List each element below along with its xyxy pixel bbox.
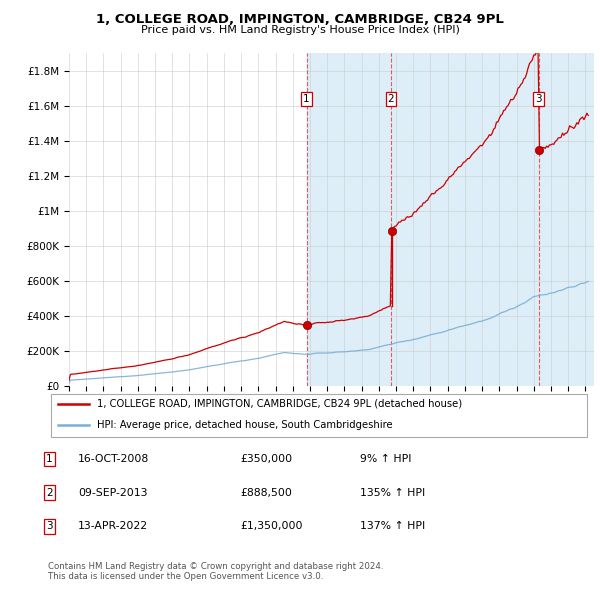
Text: 1: 1 <box>303 94 310 104</box>
Text: Contains HM Land Registry data © Crown copyright and database right 2024.
This d: Contains HM Land Registry data © Crown c… <box>48 562 383 581</box>
Text: 3: 3 <box>46 522 53 531</box>
Bar <box>391 53 539 386</box>
Text: 2: 2 <box>388 94 394 104</box>
Text: 1: 1 <box>46 454 53 464</box>
Text: 09-SEP-2013: 09-SEP-2013 <box>78 488 148 497</box>
Bar <box>307 53 391 386</box>
Text: 2: 2 <box>46 488 53 497</box>
Text: 3: 3 <box>535 94 542 104</box>
Bar <box>539 53 594 386</box>
Text: HPI: Average price, detached house, South Cambridgeshire: HPI: Average price, detached house, Sout… <box>97 420 392 430</box>
Text: 1, COLLEGE ROAD, IMPINGTON, CAMBRIDGE, CB24 9PL (detached house): 1, COLLEGE ROAD, IMPINGTON, CAMBRIDGE, C… <box>97 399 462 409</box>
Text: 13-APR-2022: 13-APR-2022 <box>78 522 148 531</box>
Text: 137% ↑ HPI: 137% ↑ HPI <box>360 522 425 531</box>
Text: £350,000: £350,000 <box>240 454 292 464</box>
Text: 9% ↑ HPI: 9% ↑ HPI <box>360 454 412 464</box>
FancyBboxPatch shape <box>51 394 587 437</box>
Text: £1,350,000: £1,350,000 <box>240 522 302 531</box>
Text: 16-OCT-2008: 16-OCT-2008 <box>78 454 149 464</box>
Text: Price paid vs. HM Land Registry's House Price Index (HPI): Price paid vs. HM Land Registry's House … <box>140 25 460 35</box>
Text: 135% ↑ HPI: 135% ↑ HPI <box>360 488 425 497</box>
Text: £888,500: £888,500 <box>240 488 292 497</box>
Text: 1, COLLEGE ROAD, IMPINGTON, CAMBRIDGE, CB24 9PL: 1, COLLEGE ROAD, IMPINGTON, CAMBRIDGE, C… <box>96 13 504 26</box>
